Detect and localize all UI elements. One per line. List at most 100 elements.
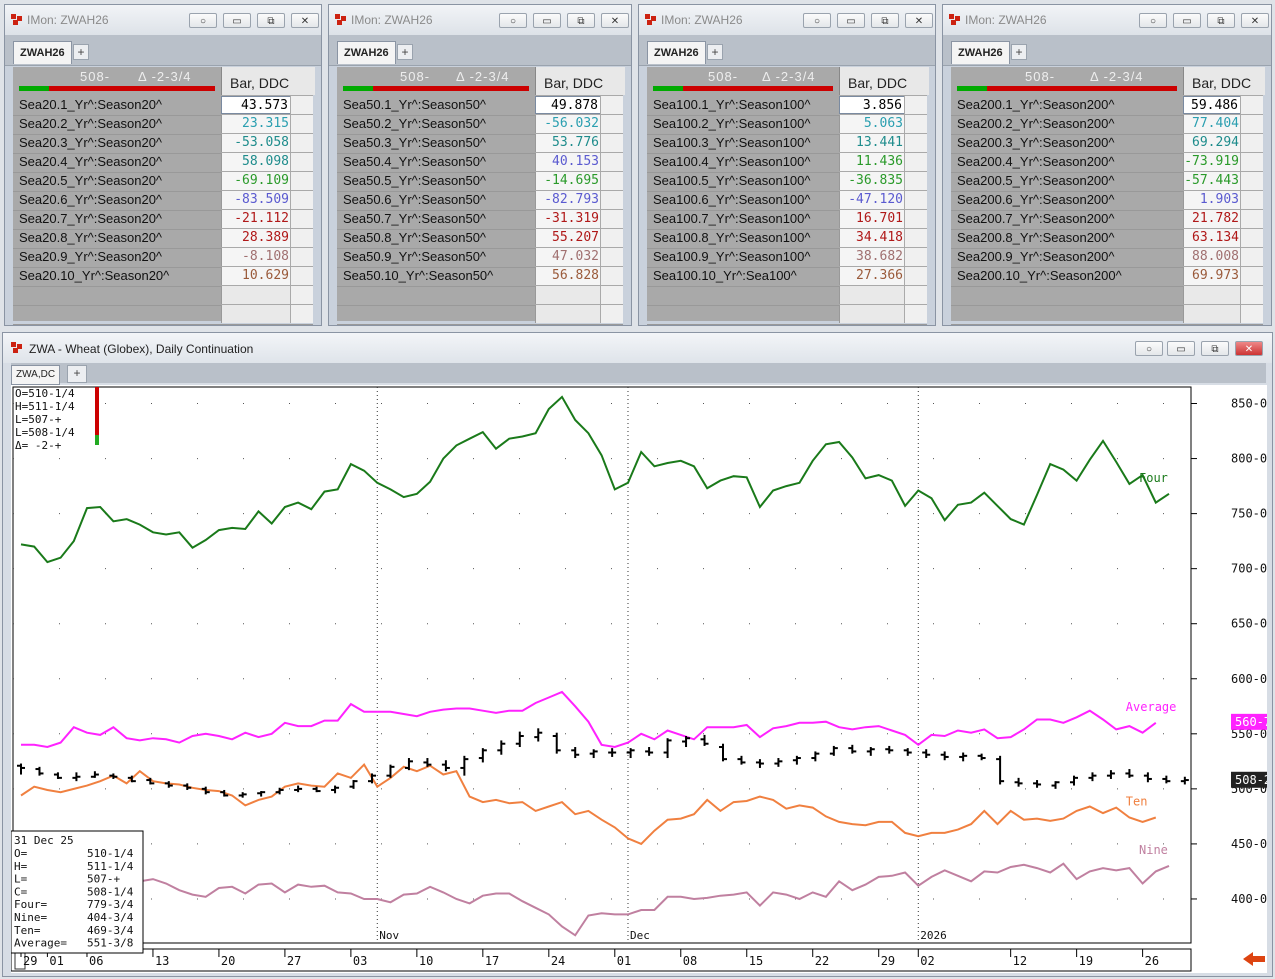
- table-row[interactable]: Sea100.10_Yr^:Sea100^ 27.366: [647, 267, 927, 287]
- add-tab-button[interactable]: +: [1011, 44, 1027, 60]
- ohlc-bar[interactable]: [35, 766, 44, 776]
- link-icon[interactable]: ○: [803, 13, 831, 28]
- series-line-ten[interactable]: [20, 762, 1157, 846]
- ohlc-bar[interactable]: [552, 732, 561, 754]
- series-line-nine[interactable]: [20, 862, 1170, 937]
- add-tab-button[interactable]: +: [73, 44, 89, 60]
- ohlc-bar[interactable]: [72, 772, 81, 782]
- table-row[interactable]: Sea50.10_Yr^:Season50^ 56.828: [337, 267, 623, 287]
- ohlc-bar[interactable]: [737, 755, 746, 765]
- ohlc-bar[interactable]: [220, 789, 229, 797]
- ohlc-bar[interactable]: [866, 747, 875, 756]
- table-row[interactable]: Sea100.2_Yr^:Season100^ 5.063: [647, 115, 927, 135]
- ohlc-bar[interactable]: [404, 758, 413, 771]
- ohlc-bar[interactable]: [1014, 777, 1023, 787]
- table-row[interactable]: Sea20.3_Yr^:Season20^ -53.058: [13, 134, 313, 154]
- ohlc-bar[interactable]: [996, 755, 1005, 785]
- scroll-right-arrow-icon[interactable]: [1243, 952, 1265, 966]
- close-button[interactable]: ✕: [905, 13, 933, 28]
- table-row[interactable]: Sea200.10_Yr^:Season200^ 69.973: [951, 267, 1263, 287]
- ohlc-bar[interactable]: [534, 728, 543, 742]
- ohlc-bar[interactable]: [1069, 775, 1078, 786]
- link-icon[interactable]: ○: [1135, 341, 1163, 356]
- empty-row[interactable]: [337, 286, 623, 306]
- ohlc-bar[interactable]: [608, 748, 617, 757]
- empty-row[interactable]: [647, 286, 927, 306]
- ohlc-bar[interactable]: [718, 743, 727, 762]
- tab-symbol[interactable]: ZWAH26: [13, 41, 72, 64]
- empty-row[interactable]: [647, 305, 927, 325]
- ohlc-bar[interactable]: [1162, 775, 1171, 784]
- table-row[interactable]: Sea200.4_Yr^:Season200^ -73.919: [951, 153, 1263, 173]
- ohlc-bar[interactable]: [146, 777, 155, 785]
- ohlc-bar[interactable]: [755, 759, 764, 768]
- add-tab-button[interactable]: +: [707, 44, 723, 60]
- ohlc-bar[interactable]: [460, 755, 469, 776]
- empty-row[interactable]: [337, 305, 623, 325]
- restore-button[interactable]: ⧉: [871, 13, 899, 28]
- table-row[interactable]: Sea20.4_Yr^:Season20^ 58.098: [13, 153, 313, 173]
- table-row[interactable]: Sea20.2_Yr^:Season20^ 23.315: [13, 115, 313, 135]
- ohlc-bar[interactable]: [663, 738, 672, 759]
- table-row[interactable]: Sea100.9_Yr^:Season100^ 38.682: [647, 248, 927, 268]
- add-tab-button[interactable]: +: [397, 44, 413, 60]
- empty-row[interactable]: [951, 305, 1263, 325]
- ohlc-bar[interactable]: [275, 787, 284, 795]
- table-row[interactable]: Sea50.1_Yr^:Season50^ 49.878: [337, 96, 623, 116]
- tab-zwa-dc[interactable]: ZWA,DC: [11, 365, 61, 385]
- ohlc-bar[interactable]: [367, 773, 376, 784]
- link-icon[interactable]: ○: [499, 13, 527, 28]
- minimize-button[interactable]: ▭: [1173, 13, 1201, 28]
- ohlc-bar[interactable]: [441, 760, 450, 772]
- minimize-button[interactable]: ▭: [837, 13, 865, 28]
- empty-row[interactable]: [951, 286, 1263, 306]
- table-row[interactable]: Sea50.8_Yr^:Season50^ 55.207: [337, 229, 623, 249]
- ohlc-bar[interactable]: [700, 734, 709, 746]
- table-row[interactable]: Sea200.8_Yr^:Season200^ 63.134: [951, 229, 1263, 249]
- table-row[interactable]: Sea100.4_Yr^:Season100^ 11.436: [647, 153, 927, 173]
- ohlc-bar[interactable]: [1033, 780, 1042, 788]
- ohlc-bar[interactable]: [53, 772, 62, 779]
- ohlc-bar[interactable]: [645, 747, 654, 756]
- ohlc-bar[interactable]: [515, 731, 524, 748]
- table-row[interactable]: Sea100.6_Yr^:Season100^ -47.120: [647, 191, 927, 211]
- table-row[interactable]: Sea20.6_Yr^:Season20^ -83.509: [13, 191, 313, 211]
- ohlc-bar[interactable]: [201, 786, 210, 795]
- close-button[interactable]: ✕: [1235, 341, 1263, 356]
- ohlc-bar[interactable]: [1051, 781, 1060, 789]
- monitor-titlebar[interactable]: IMon: ZWAH26 ○ ▭ ⧉ ✕: [943, 5, 1271, 35]
- ohlc-bar[interactable]: [1143, 772, 1152, 783]
- ohlc-bar[interactable]: [1106, 770, 1115, 779]
- close-button[interactable]: ✕: [601, 13, 629, 28]
- link-icon[interactable]: ○: [189, 13, 217, 28]
- ohlc-bar[interactable]: [682, 736, 691, 748]
- minimize-button[interactable]: ▭: [1167, 341, 1195, 356]
- restore-button[interactable]: ⧉: [567, 13, 595, 28]
- table-row[interactable]: Sea20.8_Yr^:Season20^ 28.389: [13, 229, 313, 249]
- table-row[interactable]: Sea200.9_Yr^:Season200^ 88.008: [951, 248, 1263, 268]
- ohlc-bar[interactable]: [294, 785, 303, 793]
- ohlc-bar[interactable]: [386, 764, 395, 778]
- ohlc-bar[interactable]: [1088, 772, 1097, 782]
- column-header[interactable]: Bar, DDC: [535, 67, 625, 95]
- ohlc-bar[interactable]: [922, 749, 931, 759]
- ohlc-bar[interactable]: [626, 748, 635, 759]
- minimize-button[interactable]: ▭: [533, 13, 561, 28]
- restore-button[interactable]: ⧉: [1201, 341, 1229, 356]
- ohlc-bar[interactable]: [774, 758, 783, 767]
- tab-symbol[interactable]: ZWAH26: [337, 41, 396, 64]
- restore-button[interactable]: ⧉: [1207, 13, 1235, 28]
- series-line-average[interactable]: [21, 690, 1157, 749]
- link-icon[interactable]: ○: [1139, 13, 1167, 28]
- ohlc-bar[interactable]: [349, 780, 358, 789]
- chart-titlebar[interactable]: ZWA - Wheat (Globex), Daily Continuation…: [3, 333, 1272, 363]
- ohlc-bar[interactable]: [109, 773, 118, 779]
- ohlc-bar[interactable]: [811, 751, 820, 762]
- table-row[interactable]: Sea200.7_Yr^:Season200^ 21.782: [951, 210, 1263, 230]
- ohlc-bar[interactable]: [792, 755, 801, 765]
- monitor-titlebar[interactable]: IMon: ZWAH26 ○ ▭ ⧉ ✕: [639, 5, 935, 35]
- table-row[interactable]: Sea50.4_Yr^:Season50^ 40.153: [337, 153, 623, 173]
- ohlc-bar[interactable]: [238, 792, 247, 798]
- table-row[interactable]: Sea20.1_Yr^:Season20^ 43.573: [13, 96, 313, 116]
- ohlc-bar[interactable]: [571, 747, 580, 759]
